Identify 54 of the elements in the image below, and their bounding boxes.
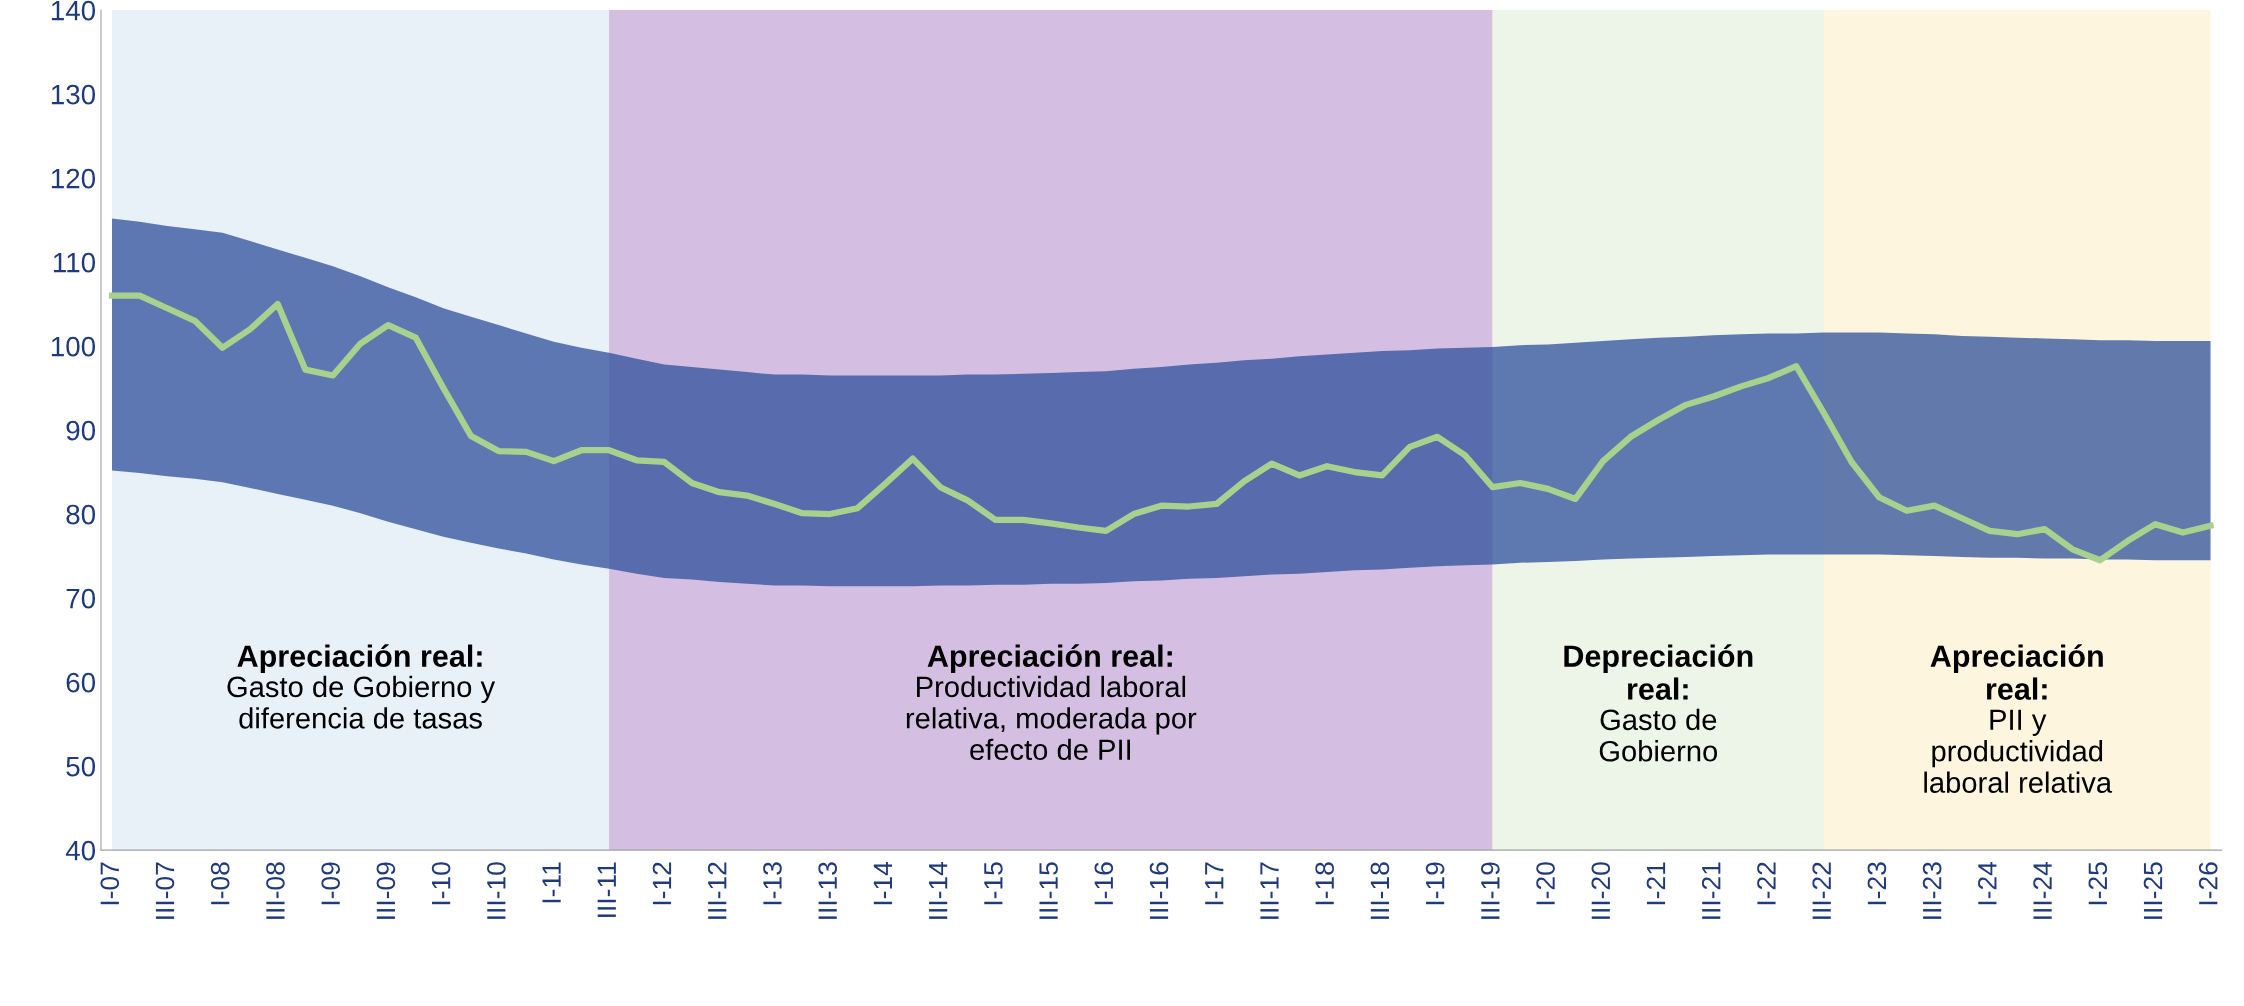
x-tick-label: III-21	[1701, 862, 1721, 919]
x-tick-label: I-15	[984, 862, 1003, 905]
band-label: Apreciación real: Productividad laboral relativa, moderada por efecto de PII	[906, 644, 1197, 761]
x-tick-label: III-23	[1922, 862, 1942, 919]
y-tick-label: 130	[51, 84, 96, 105]
y-tick-label: 60	[66, 672, 96, 693]
x-tick-label: III-14	[929, 861, 948, 919]
x-tick-label: I-09	[321, 862, 340, 905]
x-tick-label: III-24	[2033, 861, 2052, 919]
x-tick-label: III-16	[1149, 862, 1169, 919]
band-label: Apreciación real: PII y productividad laboral relativa	[1924, 644, 2113, 793]
x-tick-label: I-22	[1757, 862, 1776, 905]
x-tick-label: III-25	[2143, 862, 2163, 919]
x-tick-label: I-12	[652, 862, 672, 905]
y-tick-label: 110	[53, 252, 96, 273]
x-tick-label: III-12	[707, 862, 727, 919]
x-tick-label: III-19	[1481, 862, 1500, 919]
y-tick-label: 40	[65, 840, 96, 861]
y-tick-label: 50	[66, 756, 96, 777]
y-tick-label: 100	[51, 336, 96, 357]
x-tick-label: I-08	[210, 862, 230, 905]
x-tick-label: I-16	[1094, 862, 1114, 905]
x-tick-label: I-26	[2198, 862, 2218, 905]
x-tick-label: I-13	[763, 862, 782, 905]
x-tick-label: I-23	[1867, 862, 1887, 905]
x-tick-label: III-17	[1260, 862, 1279, 919]
y-tick-label: 120	[51, 168, 96, 189]
band-label: Apreciación real: Gasto de Gobierno y diferencia de tasas	[227, 644, 496, 729]
x-tick-label: III-20	[1591, 862, 1611, 919]
y-tick-label: 70	[66, 588, 96, 609]
x-tick-label: I-19	[1425, 862, 1445, 905]
band-label: Depreciación real: Gasto de Gobierno	[1564, 644, 1753, 762]
x-tick-label: III-18	[1370, 862, 1390, 919]
x-tick-label: III-13	[818, 862, 838, 919]
x-tick-label: III-08	[266, 862, 285, 919]
x-tick-label: I-24	[1978, 861, 1997, 905]
x-tick-label: III-22	[1812, 862, 1831, 919]
y-tick-label: 140	[51, 0, 96, 21]
x-tick-label: III-10	[486, 862, 506, 919]
x-tick-label: III-15	[1039, 862, 1058, 919]
x-tick-label: I-17	[1205, 862, 1224, 905]
x-tick-label: I-21	[1646, 862, 1666, 905]
x-tick-label: I-25	[2088, 862, 2108, 905]
y-tick-label: 90	[66, 420, 96, 441]
x-tick-label: I-18	[1315, 862, 1335, 905]
x-tick-label: I-07	[100, 862, 120, 905]
x-tick-label: III-07	[155, 862, 175, 919]
x-tick-label: I-20	[1536, 862, 1555, 905]
y-tick-label: 80	[66, 504, 96, 525]
x-tick-label: I-11	[542, 862, 561, 903]
x-tick-label: III-11	[597, 862, 616, 917]
x-tick-label: I-14	[873, 861, 892, 905]
x-tick-label: III-09	[376, 862, 396, 919]
x-tick-label: I-10	[431, 862, 451, 905]
